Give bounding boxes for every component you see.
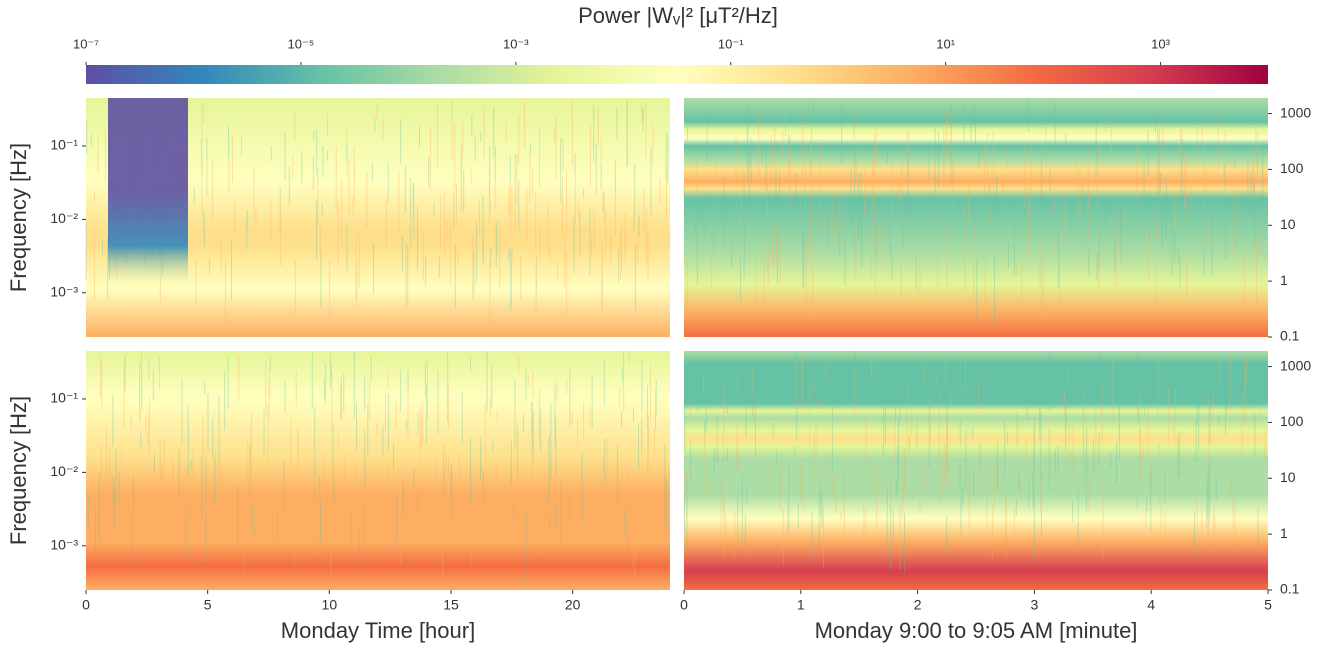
y-tick-label: 10⁻³ <box>50 284 78 300</box>
y-tick-label: 10 <box>1280 216 1296 232</box>
y-tick-label: 1 <box>1280 525 1288 541</box>
colorbar-tick-label: 10⁻⁷ <box>73 36 99 51</box>
colorbar-tick-label: 10⁻¹ <box>718 36 744 51</box>
y-tick-label: 10⁻¹ <box>50 137 78 153</box>
y-tick-label: 1000 <box>1280 104 1311 120</box>
heatmap-texture <box>683 351 1266 574</box>
heatmap-patch <box>108 98 188 283</box>
heatmap-texture <box>85 98 669 325</box>
x-tick-label: 5 <box>204 597 212 613</box>
colorbar-tick-label: 10¹ <box>936 36 955 51</box>
y-tick-label: 0.1 <box>1280 581 1300 597</box>
colorbar-tick-label: 10⁻³ <box>503 36 529 51</box>
y-tick-label: 10⁻² <box>50 210 78 226</box>
x-tick-label: 15 <box>443 597 459 613</box>
heatmap-texture <box>683 98 1264 325</box>
colorbar-tick-label: 10³ <box>1151 36 1170 51</box>
y-axis-label: Frequency [Hz] <box>6 396 31 545</box>
y-tick-label: 100 <box>1280 160 1304 176</box>
y-tick-label: 10⁻³ <box>50 537 78 553</box>
x-tick-label: 2 <box>914 597 922 613</box>
y-tick-label: 1 <box>1280 272 1288 288</box>
colorbar-title: Power |Wᵥ|² [μT²/Hz] <box>578 3 778 28</box>
x-axis-label: Monday 9:00 to 9:05 AM [minute] <box>815 618 1138 643</box>
y-tick-label: 10⁻¹ <box>50 390 78 406</box>
x-axis-label: Monday Time [hour] <box>281 618 475 643</box>
y-axis-label: Frequency [Hz] <box>6 143 31 292</box>
heatmap-texture <box>87 351 667 582</box>
x-tick-label: 4 <box>1147 597 1155 613</box>
x-tick-label: 3 <box>1031 597 1039 613</box>
y-tick-label: 1000 <box>1280 357 1311 373</box>
heatmap <box>684 351 1268 590</box>
x-tick-label: 5 <box>1264 597 1272 613</box>
x-tick-label: 0 <box>680 597 688 613</box>
y-tick-label: 10 <box>1280 469 1296 485</box>
y-tick-label: 100 <box>1280 413 1304 429</box>
y-tick-label: 0.1 <box>1280 328 1300 344</box>
colorbar <box>86 65 1268 84</box>
colorbar-tick-label: 10⁻⁵ <box>288 36 315 51</box>
x-tick-label: 10 <box>322 597 338 613</box>
x-tick-label: 20 <box>565 597 581 613</box>
x-tick-label: 0 <box>82 597 90 613</box>
x-tick-label: 1 <box>797 597 805 613</box>
heatmap <box>684 98 1268 337</box>
heatmap <box>86 351 670 590</box>
y-tick-label: 10⁻² <box>50 463 78 479</box>
